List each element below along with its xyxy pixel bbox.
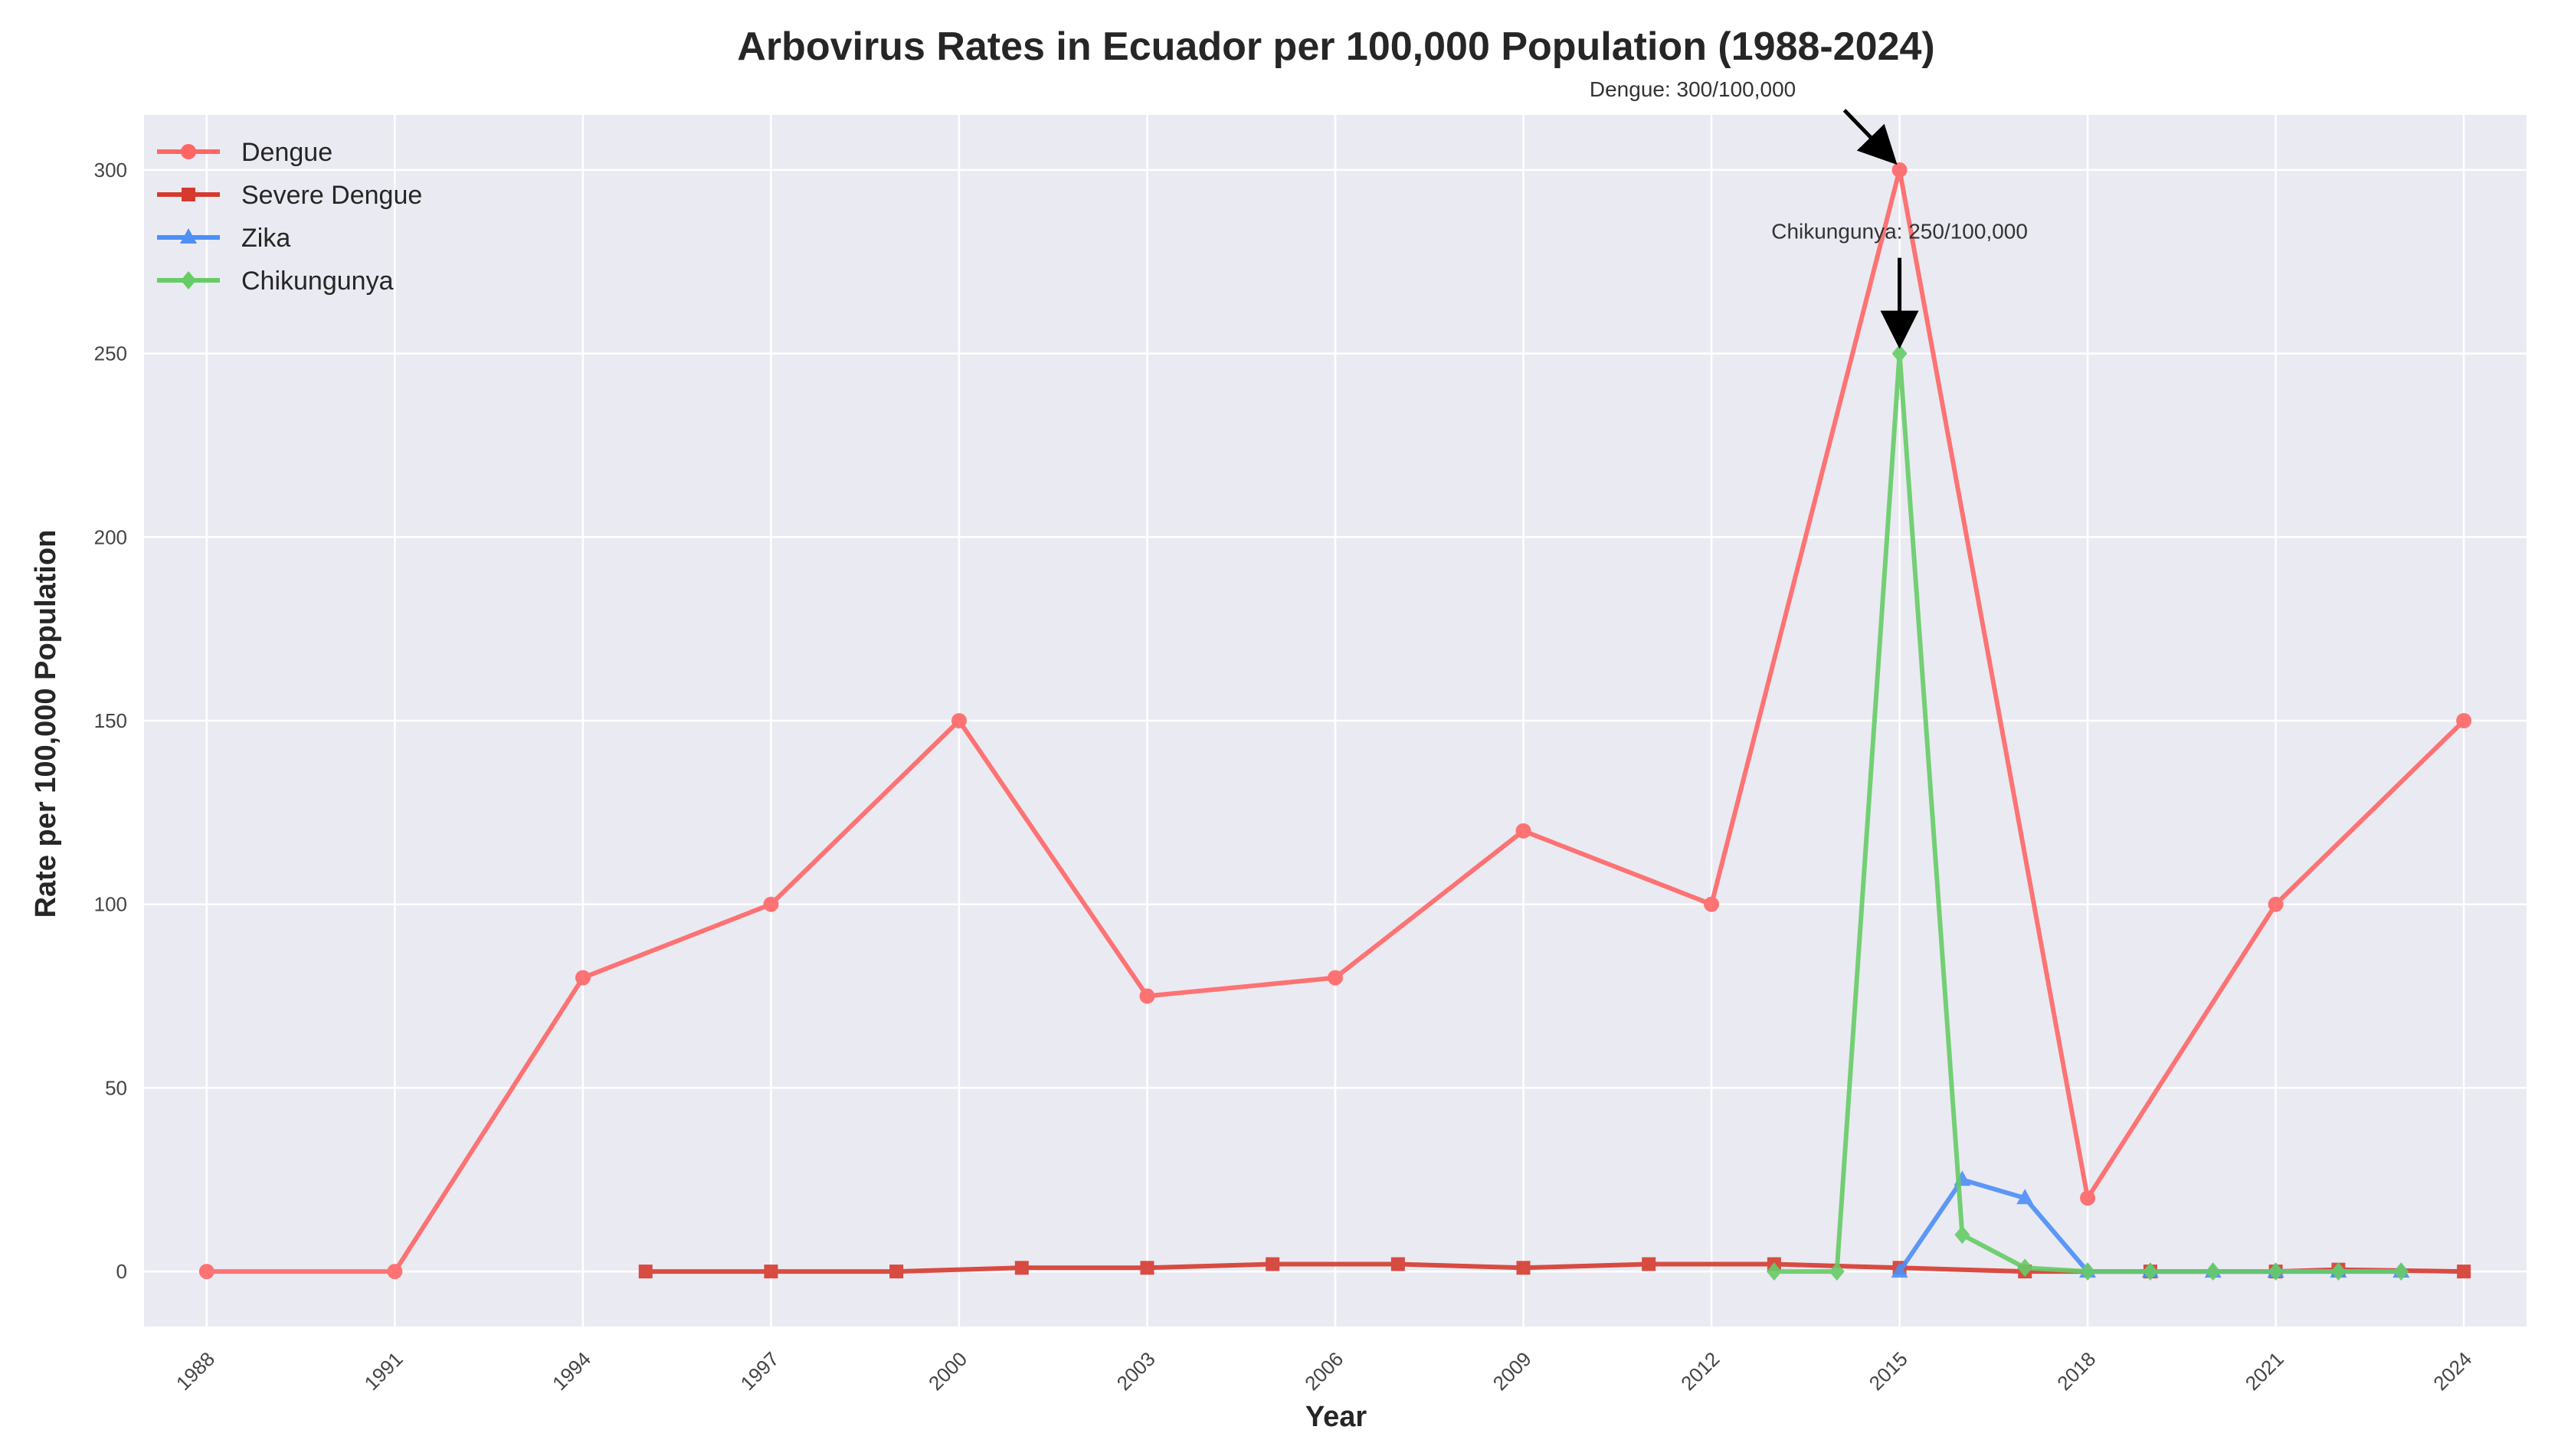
x-tick-label: 2015 <box>1865 1347 1912 1395</box>
y-tick-label: 0 <box>116 1260 127 1283</box>
legend-label-severe-dengue: Severe Dengue <box>241 181 422 210</box>
chart-title: Arbovirus Rates in Ecuador per 100,000 P… <box>737 25 1934 69</box>
x-axis-title: Year <box>1305 1401 1367 1433</box>
data-point-dengue <box>2456 713 2472 728</box>
data-point-dengue <box>575 970 591 986</box>
data-point-chikungunya <box>1766 1262 1782 1281</box>
data-point-dengue <box>2080 1190 2096 1206</box>
annotation-arrow-dengue <box>1842 109 1898 165</box>
series-layer <box>198 162 2472 1281</box>
data-point-dengue <box>1704 896 1720 912</box>
legend-label-chikungunya: Chikungunya <box>241 267 394 296</box>
y-tick-label: 50 <box>105 1076 127 1099</box>
x-tick-label: 2012 <box>1676 1347 1724 1395</box>
legend-entry-severe-dengue: Severe Dengue <box>157 181 422 210</box>
legend-label-dengue: Dengue <box>241 138 332 167</box>
data-point-dengue <box>198 1264 215 1280</box>
x-tick-label: 2018 <box>2052 1347 2100 1395</box>
y-tick-label: 100 <box>94 893 127 916</box>
legend-entry-dengue: Dengue <box>157 138 332 167</box>
data-point-chikungunya <box>2080 1262 2096 1281</box>
y-tick-label: 300 <box>94 159 127 182</box>
data-point-zika <box>1891 1262 1908 1278</box>
data-point-severe-dengue <box>638 1265 653 1279</box>
data-point-chikungunya <box>2393 1262 2409 1281</box>
x-tick-label: 1991 <box>359 1347 407 1395</box>
data-point-chikungunya <box>1954 1225 1970 1245</box>
data-point-severe-dengue <box>1642 1257 1656 1271</box>
legend-entry-chikungunya: Chikungunya <box>157 267 394 296</box>
data-point-severe-dengue <box>889 1265 904 1279</box>
legend-label-zika: Zika <box>241 224 290 253</box>
data-point-severe-dengue <box>1140 1261 1154 1275</box>
x-tick-label: 2024 <box>2428 1347 2476 1395</box>
data-point-chikungunya <box>1829 1262 1845 1281</box>
x-tick-label: 2003 <box>1112 1347 1160 1395</box>
grid <box>144 115 2527 1327</box>
data-point-chikungunya <box>2268 1262 2284 1281</box>
legend-marker-chikungunya <box>181 271 196 290</box>
data-point-dengue <box>1891 162 1908 178</box>
data-point-severe-dengue <box>1266 1257 1280 1271</box>
data-point-dengue <box>2268 896 2284 912</box>
x-tick-label: 2009 <box>1488 1347 1536 1395</box>
data-point-severe-dengue <box>764 1265 778 1279</box>
series-chikungunya <box>1766 344 2409 1281</box>
annotation-chikungunya-peak: Chikungunya: 250/100,000 <box>1771 220 2028 244</box>
legend-entry-zika: Zika <box>157 224 290 253</box>
data-point-severe-dengue <box>2457 1265 2471 1279</box>
y-axis-title: Rate per 100,000 Population <box>30 530 62 918</box>
data-point-severe-dengue <box>1516 1261 1531 1275</box>
data-point-zika <box>2016 1189 2034 1205</box>
y-tick-label: 250 <box>94 342 127 365</box>
data-point-dengue <box>1139 988 1155 1004</box>
annotation-dengue-peak: Dengue: 300/100,000 <box>1590 77 1796 101</box>
x-tick-label: 2006 <box>1300 1347 1348 1395</box>
data-point-chikungunya <box>2330 1262 2346 1281</box>
data-point-chikungunya <box>1891 344 1908 363</box>
data-point-severe-dengue <box>1390 1257 1405 1271</box>
data-point-dengue <box>1328 970 1343 986</box>
x-tick-label: 1997 <box>736 1347 784 1395</box>
data-point-chikungunya <box>2205 1262 2221 1281</box>
y-tick-label: 200 <box>94 525 127 548</box>
x-tick-label: 2021 <box>2241 1347 2288 1395</box>
annotations: Dengue: 300/100,000 Chikungunya: 250/100,… <box>1590 77 2028 349</box>
x-tick-label: 1988 <box>172 1347 219 1395</box>
data-point-dengue <box>951 713 967 728</box>
legend: Dengue Severe Dengue Zika Chikungunya <box>157 138 422 296</box>
legend-marker-severe-dengue <box>182 188 195 201</box>
data-point-dengue <box>387 1264 403 1280</box>
x-tick-label: 1994 <box>548 1347 595 1395</box>
series-dengue <box>198 162 2472 1280</box>
legend-marker-zika <box>180 228 197 244</box>
y-tick-label: 150 <box>94 709 127 732</box>
x-tick-label: 2000 <box>924 1347 971 1395</box>
data-point-chikungunya <box>2142 1262 2158 1281</box>
data-point-chikungunya <box>2017 1258 2033 1278</box>
data-point-dengue <box>763 896 779 912</box>
data-point-severe-dengue <box>1014 1261 1029 1275</box>
data-point-dengue <box>1515 823 1531 839</box>
legend-marker-dengue <box>181 144 196 159</box>
